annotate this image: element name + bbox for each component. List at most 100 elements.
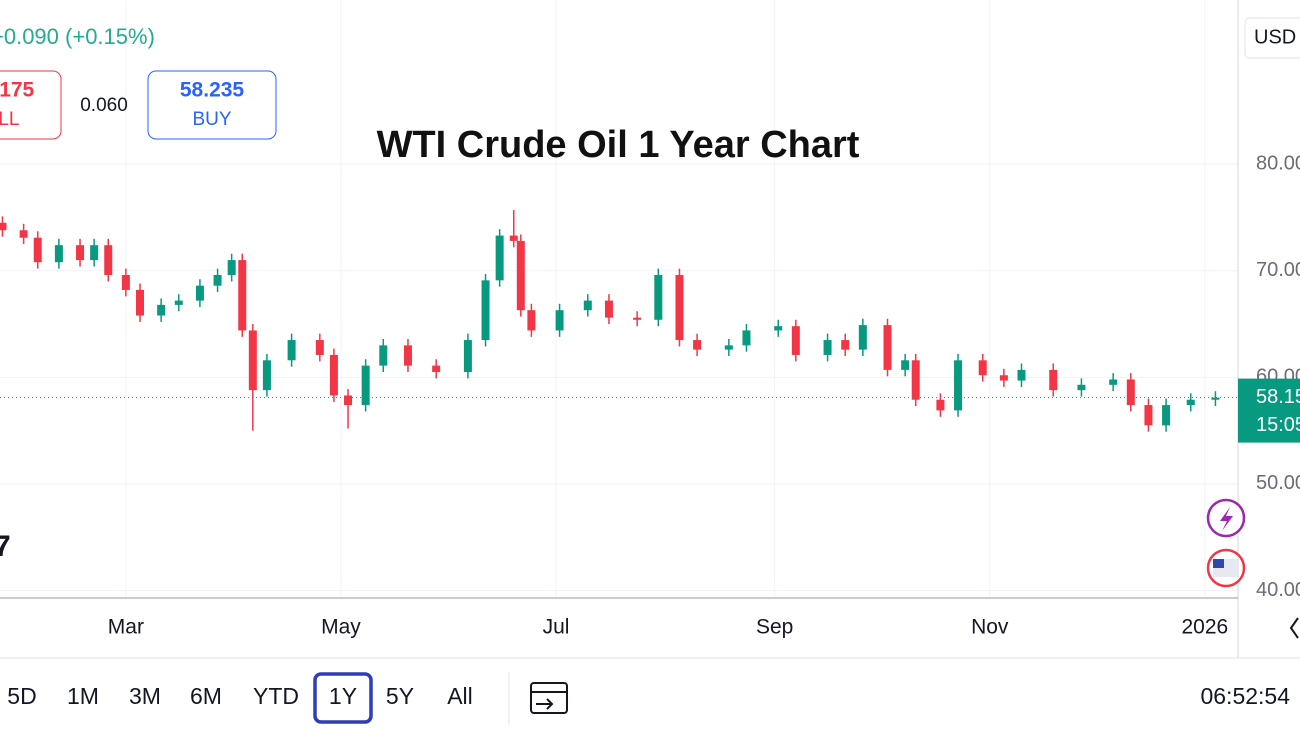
candle-body (104, 245, 113, 276)
candle (157, 298, 166, 322)
candle-body (248, 330, 257, 391)
candle-body (54, 245, 63, 263)
candle (1144, 398, 1153, 432)
range-button[interactable]: 3M (129, 683, 161, 709)
range-button[interactable]: 5D (7, 683, 36, 709)
candle (287, 333, 296, 367)
candle (174, 294, 183, 312)
candle (1109, 373, 1118, 392)
y-tick-label: 50.00 (1256, 472, 1300, 494)
candle-body (174, 300, 183, 305)
candle (248, 324, 257, 431)
candle (527, 303, 536, 337)
candle (675, 268, 684, 347)
candle-body (509, 235, 518, 241)
candle-body (999, 375, 1008, 381)
candle (516, 234, 525, 317)
candle-body (135, 289, 144, 316)
candle (361, 359, 370, 412)
candle-body (1126, 379, 1135, 406)
candle-body (76, 245, 85, 261)
candle (104, 238, 113, 282)
candle (1017, 363, 1026, 387)
candle-body (841, 340, 850, 350)
range-button[interactable]: 1Y (329, 683, 357, 709)
candle-body (954, 360, 963, 411)
sell-price: 58.175 (0, 79, 35, 102)
candle (1211, 391, 1220, 407)
range-button[interactable]: 6M (190, 683, 222, 709)
candle (724, 338, 733, 357)
candle (90, 238, 99, 267)
buy-button[interactable] (147, 70, 277, 140)
x-tick-label: Nov (971, 616, 1009, 639)
candle (633, 311, 642, 327)
sell-button[interactable] (0, 70, 62, 140)
candle-body (978, 360, 987, 376)
currency-box[interactable] (1244, 17, 1300, 59)
candle-body (516, 240, 525, 311)
candle-body (379, 345, 388, 366)
candle-body (675, 275, 684, 341)
candle-body (361, 365, 370, 406)
candle (841, 333, 850, 357)
candle (823, 333, 832, 362)
candle-body (1017, 369, 1026, 381)
candle-body (901, 360, 910, 370)
candle-body (858, 325, 867, 350)
candle (555, 303, 564, 337)
calendar-icon[interactable] (530, 682, 568, 714)
candle-body (329, 354, 338, 396)
range-button[interactable]: 1M (67, 683, 99, 709)
candle (742, 324, 751, 352)
candle (978, 353, 987, 382)
candle-body (403, 345, 412, 366)
logo: 7 (0, 530, 11, 563)
candle (1186, 393, 1195, 412)
range-button[interactable]: 5Y (386, 683, 414, 709)
candle (315, 333, 324, 362)
countdown-label: 15:05 (1256, 414, 1300, 436)
candle (791, 319, 800, 362)
candle-body (693, 340, 702, 350)
candle (463, 333, 472, 379)
candle (481, 273, 490, 347)
candle-body (724, 345, 733, 350)
chart-title: WTI Crude Oil 1 Year Chart (377, 124, 860, 166)
candle-body (315, 340, 324, 355)
x-tick-label: 2026 (1181, 616, 1228, 639)
candle-body (1109, 379, 1118, 385)
candle-body (742, 330, 751, 346)
candle (495, 229, 504, 287)
candle (604, 294, 613, 325)
last-price-label: 58.15 (1256, 386, 1300, 408)
candle-body (195, 285, 204, 301)
candle-body (1144, 405, 1153, 426)
candle-body (774, 326, 783, 331)
candle (135, 283, 144, 322)
y-tick-label: 40.00 (1256, 579, 1300, 601)
candle-body (555, 310, 564, 331)
candle (19, 223, 28, 245)
candle (329, 348, 338, 402)
candle (432, 359, 441, 379)
candle (238, 253, 247, 337)
candle-body (157, 304, 166, 316)
scroll-arrow[interactable] (1289, 617, 1299, 639)
x-tick-label: May (321, 616, 361, 639)
candle (858, 318, 867, 357)
currency: USD (1254, 26, 1296, 48)
candle-body (1049, 369, 1058, 391)
candle (76, 238, 85, 267)
buy-label: BUY (192, 109, 231, 130)
range-button[interactable]: All (447, 683, 473, 709)
candle (344, 389, 353, 429)
candle (999, 368, 1008, 387)
candle-body (0, 222, 7, 231)
candle (693, 333, 702, 357)
last-price-tag (1238, 378, 1300, 443)
candle-body (121, 275, 130, 290)
range-button[interactable]: YTD (253, 683, 299, 709)
candle (1049, 363, 1058, 397)
candle-body (90, 245, 99, 261)
